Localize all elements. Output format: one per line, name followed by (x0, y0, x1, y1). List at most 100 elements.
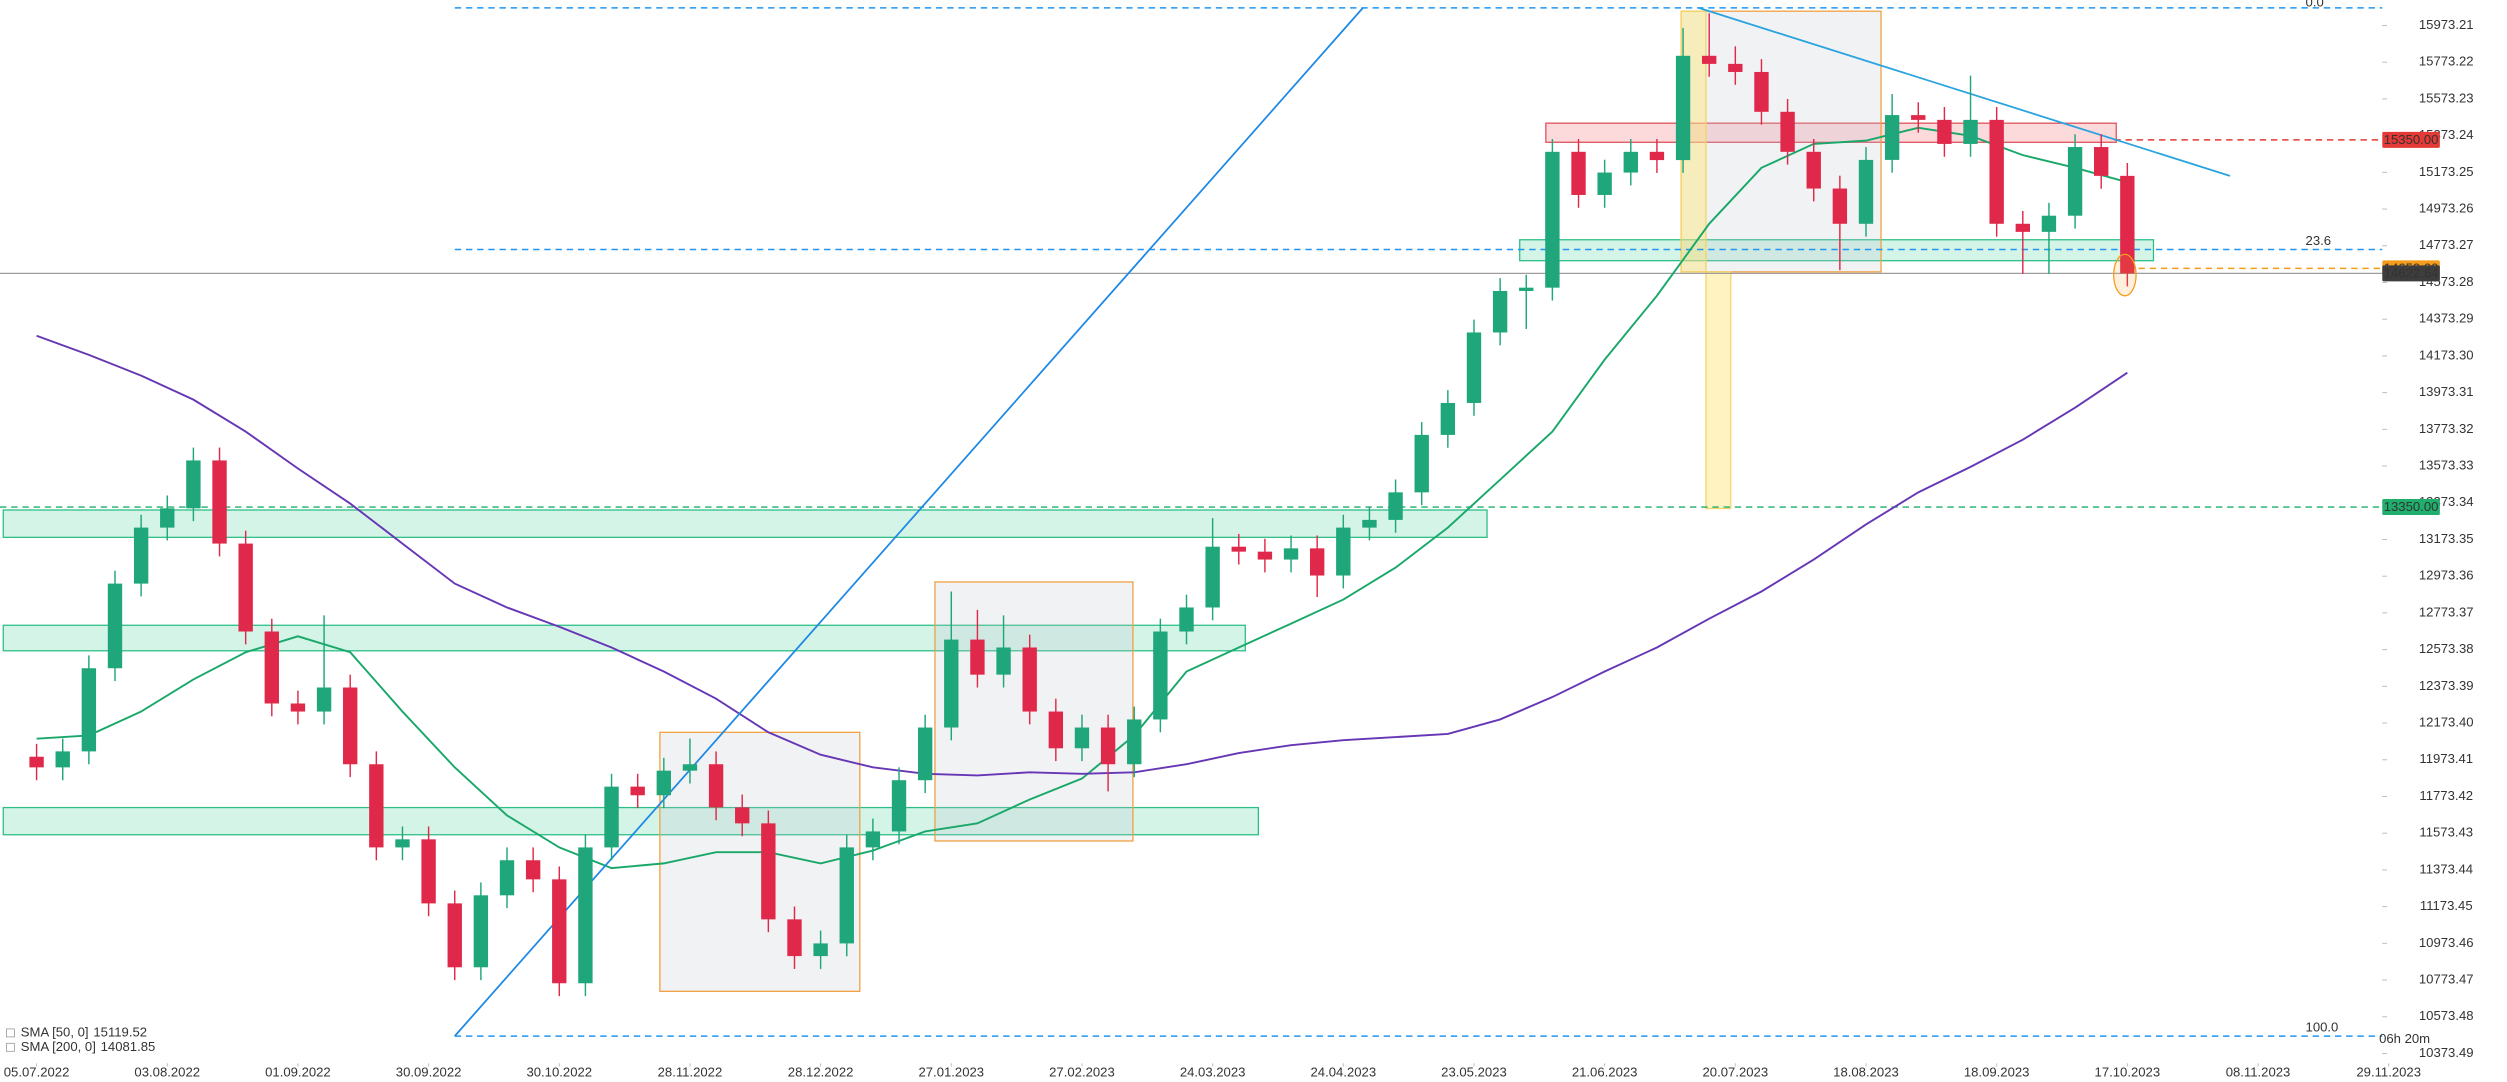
candle-body (839, 847, 854, 944)
candle-body (1545, 151, 1560, 288)
candle-body (1884, 115, 1900, 160)
candle-body (1989, 119, 2004, 224)
y-tick-label: 13773.32 (2419, 421, 2474, 436)
candle-body (1571, 151, 1586, 195)
x-tick-label: 05.07.2022 (4, 1064, 70, 1079)
candle-body (1231, 546, 1246, 552)
level-tag-box (2382, 131, 2440, 148)
candle-body (1388, 492, 1403, 520)
y-tick-label: 12373.39 (2419, 678, 2474, 693)
y-tick-label: 14973.26 (2419, 201, 2474, 216)
candle-body (212, 460, 227, 544)
x-tick-label: 24.03.2023 (1180, 1064, 1246, 1079)
candle-body (1283, 548, 1299, 560)
y-tick-label: 10573.48 (2419, 1008, 2474, 1023)
y-tick-label: 13973.31 (2419, 384, 2474, 399)
legend-icon (5, 1042, 15, 1052)
x-tick-label: 08.11.2023 (2226, 1064, 2291, 1079)
zone (1705, 271, 1732, 510)
y-tick-label: 11173.45 (2420, 898, 2473, 913)
candle-body (238, 543, 253, 632)
level-tag-text: 13350.00 (2384, 499, 2439, 514)
candle-body (1649, 151, 1665, 161)
zone (1519, 239, 2155, 262)
candle-body (186, 460, 201, 509)
legend-value: 15119.52 (93, 1024, 147, 1039)
axis-layer: 15973.2115773.2215573.2315373.2415173.25… (4, 0, 2507, 1082)
countdown: 06h 20m (2379, 1031, 2430, 1046)
level-tag-box (2382, 499, 2440, 516)
level-tag-text: 15350.00 (2384, 132, 2439, 147)
candle-body (1074, 727, 1090, 749)
x-tick-label: 28.11.2022 (658, 1064, 723, 1079)
y-tick-label: 13173.35 (2419, 531, 2474, 546)
candle-body (1806, 151, 1821, 189)
zone (2, 509, 1488, 538)
legend-value: 14081.85 (101, 1039, 156, 1054)
candle-body (891, 780, 907, 832)
candle-body (316, 687, 332, 712)
candle-body (81, 668, 97, 752)
price-axis-bg (2382, 0, 2507, 1082)
y-tick-label: 11973.41 (2419, 751, 2473, 766)
last-price-tag-text: 14622.64 (2384, 265, 2439, 280)
y-tick-label: 14373.29 (2419, 311, 2474, 326)
candle-body (2067, 147, 2083, 216)
x-tick-label: 29.11.2023 (2356, 1064, 2421, 1079)
y-tick-label: 10973.46 (2419, 935, 2474, 950)
candle-body (55, 751, 70, 768)
candle-body (1832, 188, 1848, 224)
candle-body (1702, 55, 1717, 64)
candle-body (1911, 115, 1926, 120)
x-tick-label: 18.08.2023 (1833, 1064, 1899, 1079)
candle-body (1963, 119, 1978, 144)
x-tick-label: 24.04.2023 (1310, 1064, 1376, 1079)
candle-body (1675, 55, 1691, 161)
candle-body (1048, 711, 1064, 749)
candle-body (421, 839, 436, 904)
candle-body (1205, 546, 1220, 608)
candle-body (1597, 172, 1612, 195)
candle-body (996, 647, 1011, 675)
candle-body (1336, 527, 1351, 576)
candle-body (1492, 290, 1508, 333)
candle-body (2094, 147, 2109, 176)
candle-body (552, 879, 567, 984)
candle-body (761, 823, 776, 920)
candle-body (1257, 551, 1273, 560)
x-tick-label: 18.09.2023 (1964, 1064, 2030, 1079)
candle-body (604, 786, 619, 848)
last-price-tag-box (2382, 265, 2440, 282)
legend-name: SMA [200, 0] (21, 1039, 96, 1054)
candle-body (1440, 402, 1456, 435)
x-tick-label: 28.12.2022 (788, 1064, 854, 1079)
candle-body (133, 527, 149, 584)
candle-body (865, 831, 881, 848)
x-tick-label: 17.10.2023 (2095, 1064, 2161, 1079)
candle-body (787, 919, 802, 957)
y-tick-label: 10373.49 (2419, 1045, 2474, 1060)
candle-body (107, 583, 123, 669)
y-tick-label: 14773.27 (2419, 237, 2474, 252)
x-tick-label: 03.08.2022 (134, 1064, 200, 1079)
y-tick-label: 13573.33 (2419, 458, 2474, 473)
candle-body (264, 631, 279, 704)
x-tick-label: 23.05.2023 (1441, 1064, 1507, 1079)
y-tick-label: 14173.30 (2419, 347, 2474, 362)
x-tick-label: 01.09.2022 (265, 1064, 331, 1079)
y-tick-label: 15773.22 (2419, 54, 2474, 69)
legend-icon (5, 1028, 15, 1038)
fib-label: 23.6 (2306, 233, 2332, 248)
candle-body (656, 770, 672, 796)
candle-body (447, 903, 462, 968)
candle-body (2015, 223, 2030, 232)
candle-body (343, 687, 358, 765)
x-tick-label: 30.10.2022 (526, 1064, 592, 1079)
candle-body (578, 847, 593, 984)
candle-body (1937, 119, 1952, 144)
trendline (1698, 7, 2231, 177)
y-tick-label: 11773.42 (2419, 788, 2473, 803)
candle-body (1153, 631, 1168, 720)
